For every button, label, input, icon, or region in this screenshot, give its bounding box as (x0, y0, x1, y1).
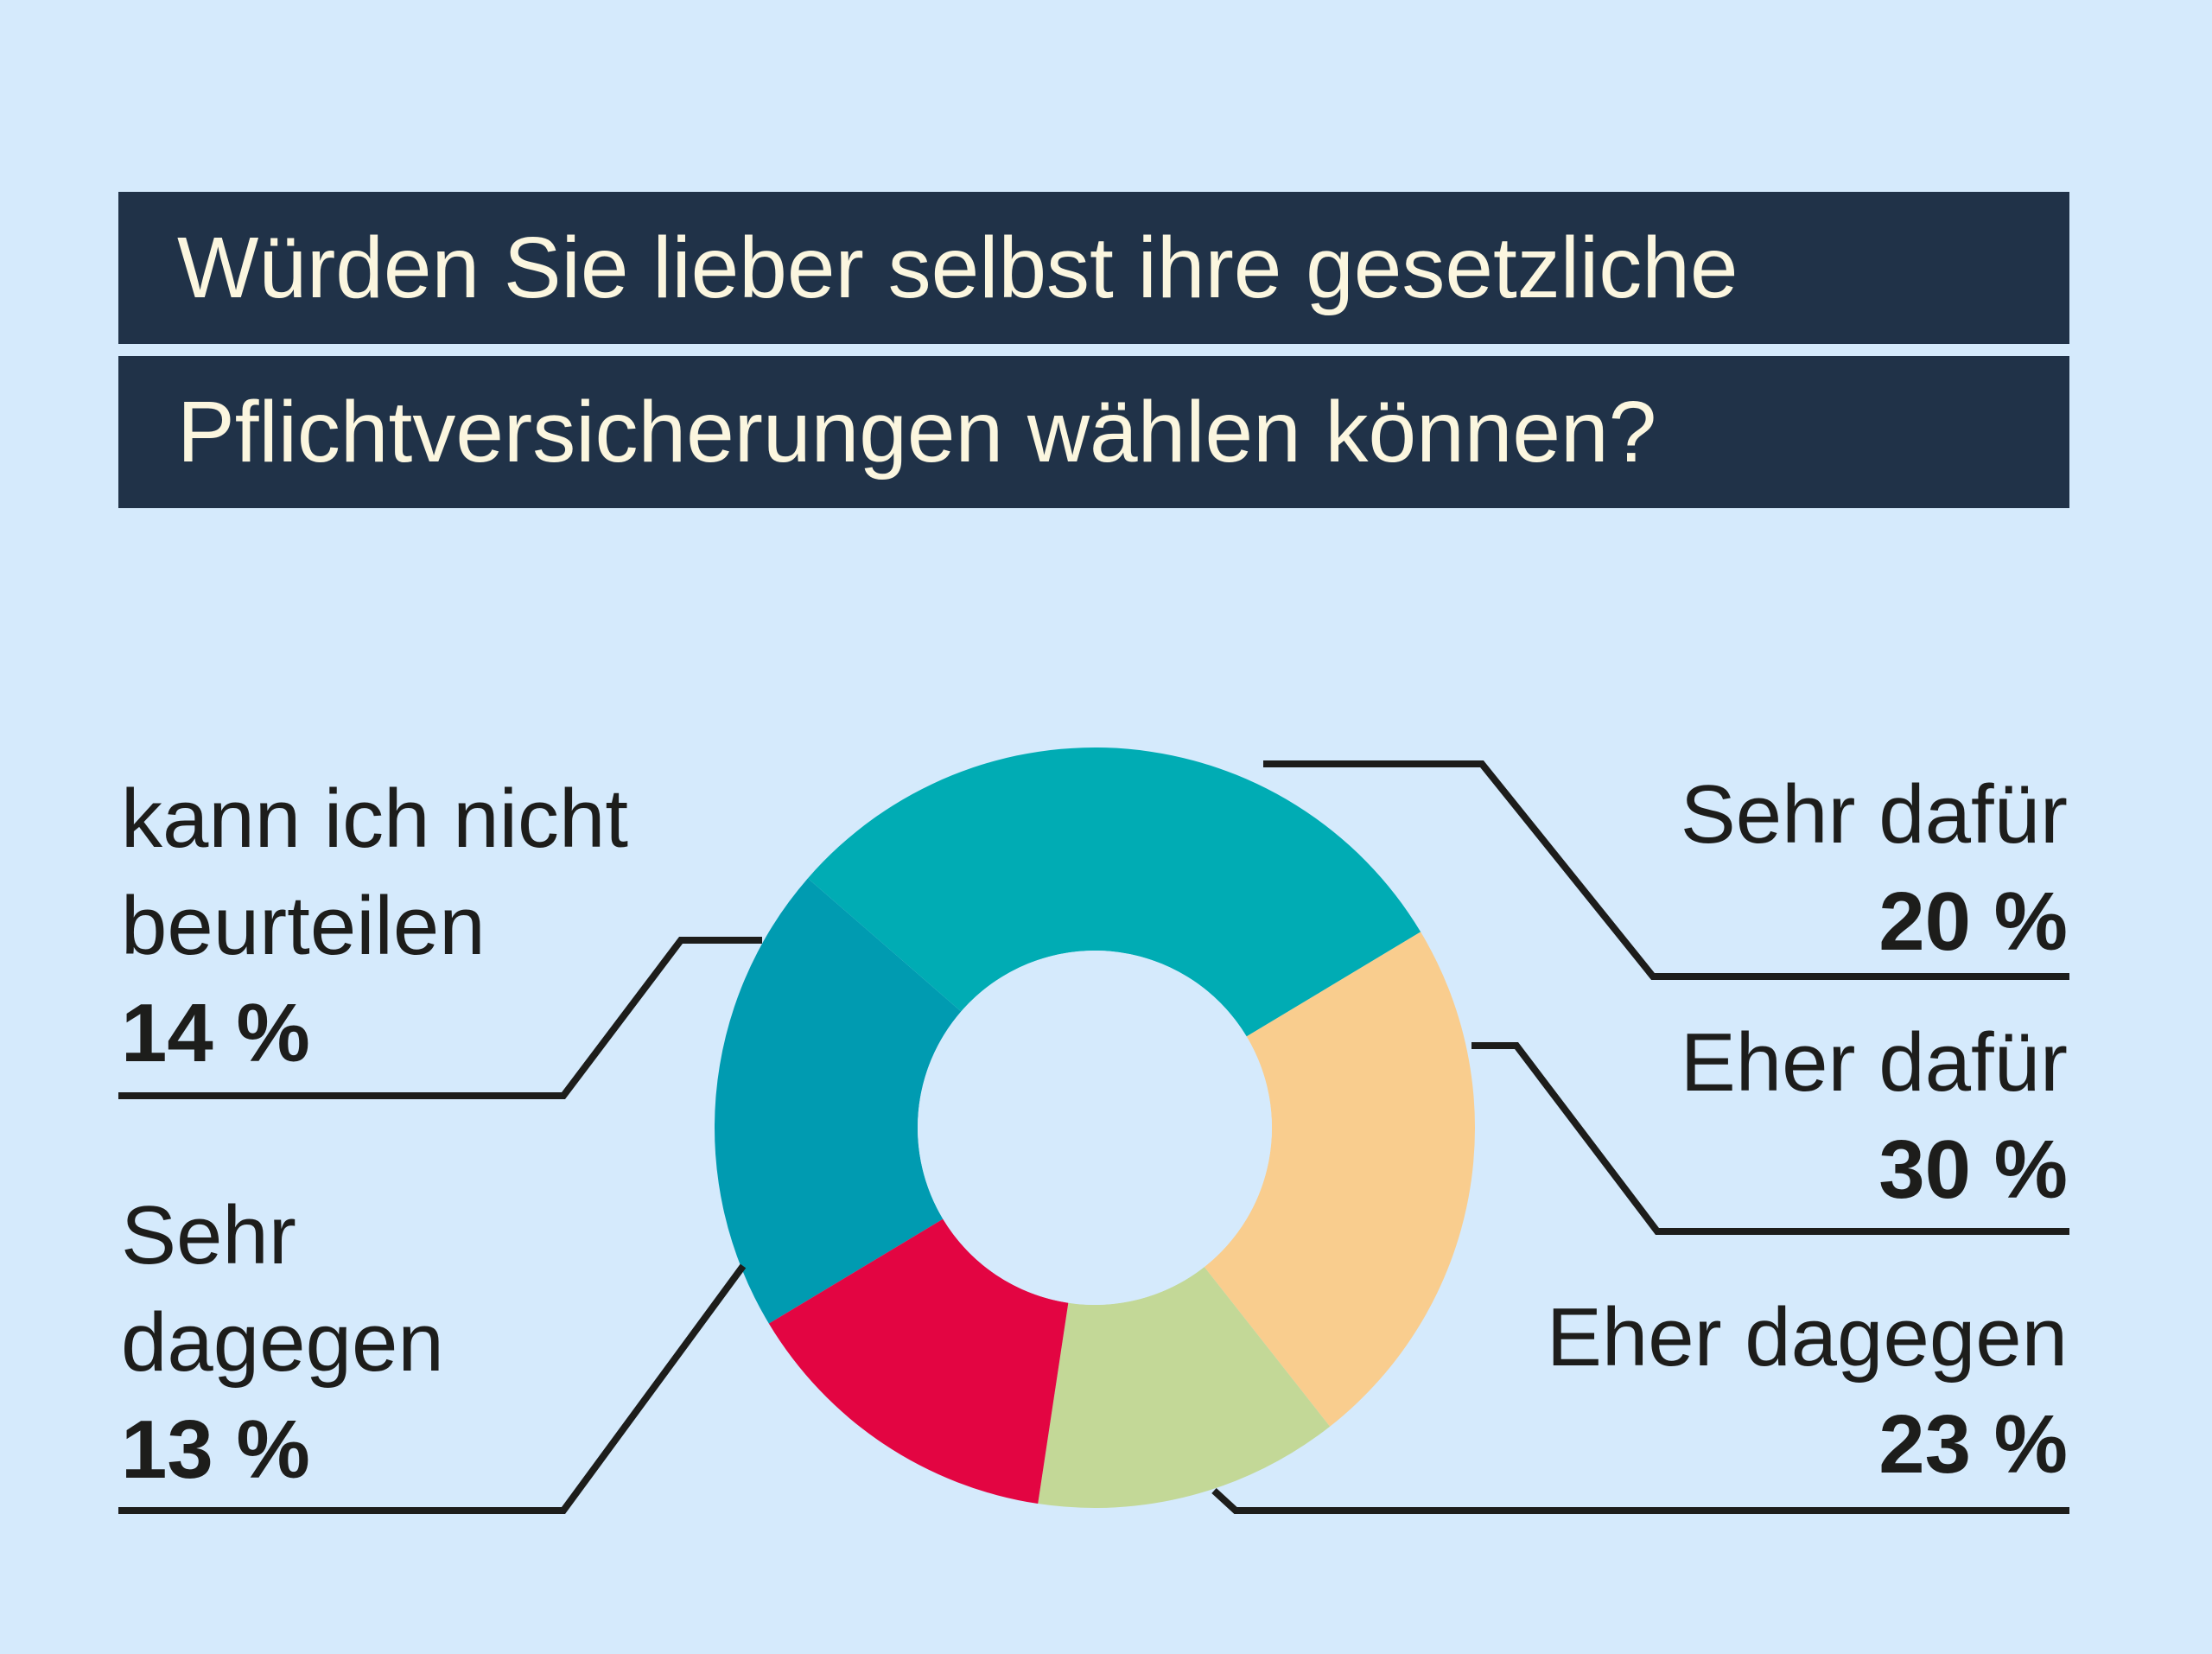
leader-line-0 (1263, 760, 2069, 980)
slice-value-3: 13 % (121, 1403, 310, 1496)
slice-value-1: 30 % (1878, 1123, 2068, 1216)
slice-label-4-line-1: beurteilen (121, 880, 486, 972)
leader-line-3 (118, 1263, 747, 1514)
slice-0 (715, 878, 962, 1324)
slice-label-0-line-0: Sehr dafür (1681, 768, 2068, 861)
slice-2 (1204, 932, 1475, 1427)
slice-label-4-line-0: kann ich nicht (121, 773, 628, 865)
leader-line-4 (118, 937, 762, 1099)
title-line-1: Würden Sie lieber selbst ihre gesetzlich… (118, 192, 2069, 344)
slice-value-0: 20 % (1878, 875, 2068, 968)
slice-label-3-line-1: dagegen (121, 1296, 444, 1389)
slice-value-4: 14 % (121, 987, 310, 1079)
slice-3 (1038, 1267, 1331, 1508)
slice-value-2: 23 % (1878, 1398, 2068, 1491)
donut-slices (715, 747, 1475, 1508)
donut-hole (918, 951, 1272, 1305)
title-line-2: Pflichtversicherungen wählen können? (118, 356, 2069, 508)
slice-label-2-line-0: Eher dagegen (1547, 1291, 2068, 1384)
slice-1 (807, 747, 1421, 1037)
slice-label-1-line-0: Eher dafür (1681, 1016, 2068, 1109)
slice-label-3-line-0: Sehr (121, 1189, 296, 1282)
leader-lines (118, 760, 2069, 1514)
slice-4 (768, 1218, 1069, 1505)
slice-labels: Sehr dafür 20 % Eher dafür 30 % Eher dagegen… (121, 768, 2068, 1496)
leader-line-2 (1211, 1488, 2069, 1514)
leader-line-1 (1471, 1042, 2069, 1235)
